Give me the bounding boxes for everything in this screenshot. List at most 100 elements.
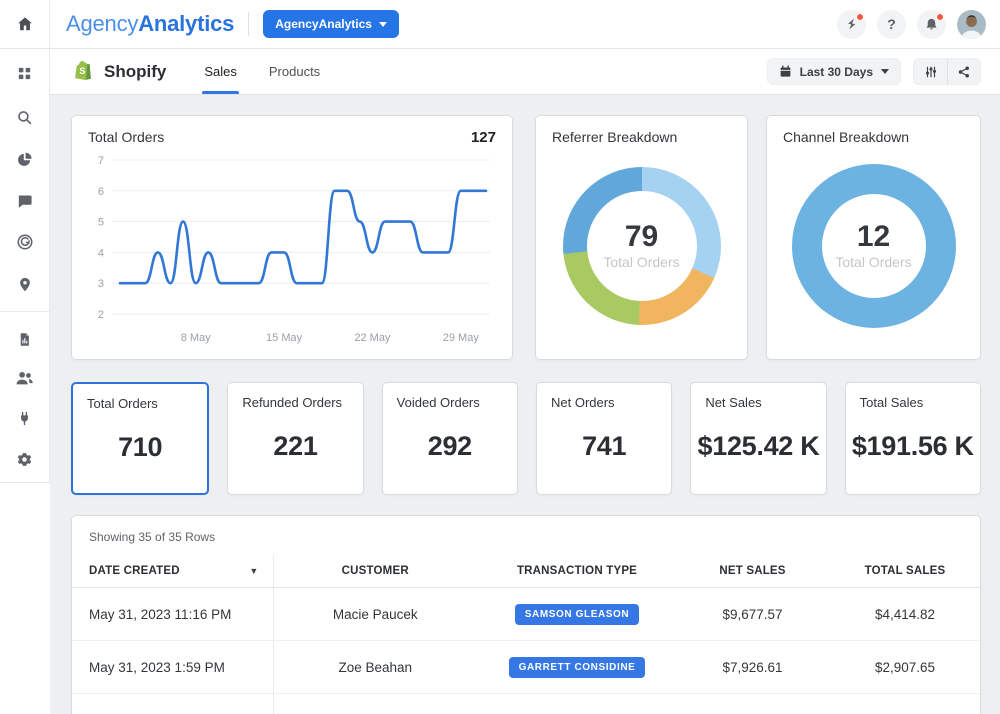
svg-text:29 May: 29 May — [443, 332, 480, 344]
stat-value: $125.42 K — [691, 431, 825, 462]
cell-transaction-type: SAMSON GLEASON — [477, 588, 677, 641]
date-range-button[interactable]: Last 30 Days — [767, 58, 901, 85]
column-label: DATE CREATED — [89, 565, 180, 577]
app-logo[interactable]: AgencyAnalytics — [66, 11, 234, 37]
stat-value: 710 — [73, 432, 207, 463]
svg-text:5: 5 — [98, 217, 104, 229]
stat-label: Total Orders — [87, 396, 193, 411]
shopify-icon: S — [74, 60, 95, 83]
home-icon — [16, 15, 34, 33]
cell-transaction-type: GARRETT CONSIDINE — [477, 641, 677, 694]
stat-card-net-orders[interactable]: Net Orders 741 — [536, 382, 672, 495]
sidebar-item-report[interactable] — [0, 322, 49, 356]
stat-value: 741 — [537, 431, 671, 462]
chart-title: Total Orders — [88, 129, 164, 145]
svg-text:22 May: 22 May — [354, 332, 391, 344]
stat-card-net-sales[interactable]: Net Sales$125.42 K — [690, 382, 826, 495]
chat-icon — [16, 193, 33, 210]
table-row-count: Showing 35 of 35 Rows — [72, 516, 980, 555]
sidebar — [0, 49, 50, 483]
stat-label: Net Orders — [551, 395, 657, 410]
stat-card-voided-orders[interactable]: Voided Orders292 — [382, 382, 518, 495]
grid-icon — [16, 65, 33, 82]
donut-center-value: 79 — [625, 221, 658, 253]
notification-dot — [936, 13, 944, 21]
sidebar-item-users[interactable] — [0, 361, 49, 395]
referrer-donut-chart[interactable]: 79 Total Orders — [563, 167, 721, 325]
referrer-breakdown-card: Referrer Breakdown 79 Total Orders — [535, 115, 748, 360]
cell-total-sales: $4,414.82 — [828, 588, 981, 641]
chevron-down-icon — [379, 22, 387, 27]
tab-sales[interactable]: Sales — [202, 49, 239, 94]
whats-new-button[interactable] — [837, 10, 866, 39]
map-pin-icon — [17, 276, 33, 293]
svg-text:S: S — [79, 66, 85, 76]
column-header-net-sales[interactable]: NET SALES — [677, 555, 828, 588]
dashboard-actions-group — [913, 58, 981, 85]
share-icon — [957, 65, 971, 79]
line-chart[interactable]: 2345678 May15 May22 May29 May — [88, 146, 498, 348]
tab-products[interactable]: Products — [267, 49, 322, 94]
table-row[interactable] — [72, 694, 981, 714]
transactions-table: DATE CREATED ▼ CUSTOMERTRANSACTION TYPENET… — [72, 555, 981, 714]
sidebar-item-seo[interactable] — [0, 225, 49, 259]
sidebar-item-home[interactable] — [0, 0, 50, 48]
account-dropdown-button[interactable]: AgencyAnalytics — [263, 10, 399, 38]
user-avatar[interactable] — [957, 10, 986, 39]
svg-text:15 May: 15 May — [266, 332, 303, 344]
logo-text-light: Agency — [66, 11, 138, 36]
column-header-date-created[interactable]: DATE CREATED ▼ — [72, 555, 273, 588]
header-actions: ? — [837, 10, 986, 39]
transactions-table-card: Showing 35 of 35 Rows DATE CREATED ▼ CUSTO… — [71, 515, 981, 714]
sidebar-item-settings[interactable] — [0, 442, 49, 476]
sidebar-item-integrations[interactable] — [0, 401, 49, 435]
column-header-customer[interactable]: CUSTOMER — [273, 555, 477, 588]
sliders-icon — [924, 65, 938, 79]
sidebar-item-map-pin[interactable] — [0, 267, 49, 301]
stat-label: Refunded Orders — [242, 395, 348, 410]
total-orders-chart-card: Total Orders 127 2345678 May15 May22 May… — [71, 115, 513, 360]
main-content: Total Orders 127 2345678 May15 May22 May… — [50, 95, 1000, 714]
stats-row: Total Orders 710 Refunded Orders 221 Voided … — [71, 382, 981, 495]
channel-donut-chart[interactable]: 12 Total Orders — [792, 164, 956, 328]
donut-center-label: Total Orders — [603, 254, 679, 270]
sidebar-item-pie-chart[interactable] — [0, 142, 49, 176]
column-header-total-sales[interactable]: TOTAL SALES — [828, 555, 981, 588]
channel-breakdown-card: Channel Breakdown 12 Total Orders — [766, 115, 981, 360]
charts-row: Total Orders 127 2345678 May15 May22 May… — [71, 115, 981, 360]
transaction-type-badge[interactable]: GARRETT CONSIDINE — [509, 657, 646, 678]
notifications-button[interactable] — [917, 10, 946, 39]
sidebar-item-search[interactable] — [0, 100, 49, 134]
stat-value: 221 — [228, 431, 362, 462]
svg-text:3: 3 — [98, 278, 104, 290]
share-button[interactable] — [947, 59, 980, 84]
help-button[interactable]: ? — [877, 10, 906, 39]
table-row[interactable]: May 31, 2023 1:59 PMZoe BeahanGARRETT CO… — [72, 641, 981, 694]
cell-customer: Macie Paucek — [273, 588, 477, 641]
table-row[interactable]: May 31, 2023 11:16 PMMacie PaucekSAMSON … — [72, 588, 981, 641]
stat-card-total-orders[interactable]: Total Orders 710 — [71, 382, 209, 495]
account-dropdown-label: AgencyAnalytics — [275, 17, 372, 31]
filters-button[interactable] — [914, 59, 947, 84]
stat-value: $191.56 K — [846, 431, 980, 462]
cell-net-sales — [677, 694, 828, 714]
sort-desc-icon: ▼ — [249, 566, 258, 576]
sidebar-item-chat[interactable] — [0, 184, 49, 218]
stat-card-total-sales[interactable]: Total Sales$191.56 K — [845, 382, 981, 495]
donut-center-label: Total Orders — [835, 254, 911, 270]
sidebar-item-grid[interactable] — [0, 56, 49, 90]
logo-text-bold: Analytics — [138, 11, 234, 36]
sidebar-divider — [0, 311, 49, 312]
column-header-transaction-type[interactable]: TRANSACTION TYPE — [477, 555, 677, 588]
settings-icon — [16, 451, 33, 468]
pie-chart-icon — [16, 151, 33, 168]
date-range-label: Last 30 Days — [800, 65, 873, 79]
integrations-icon — [17, 410, 32, 427]
cell-transaction-type — [477, 694, 677, 714]
stat-card-refunded-orders[interactable]: Refunded Orders 221 — [227, 382, 363, 495]
transaction-type-badge[interactable]: SAMSON GLEASON — [515, 604, 640, 625]
donut-title: Referrer Breakdown — [552, 129, 731, 145]
chart-total-value: 127 — [471, 129, 496, 146]
cell-date — [72, 694, 273, 714]
chevron-down-icon — [881, 69, 889, 74]
